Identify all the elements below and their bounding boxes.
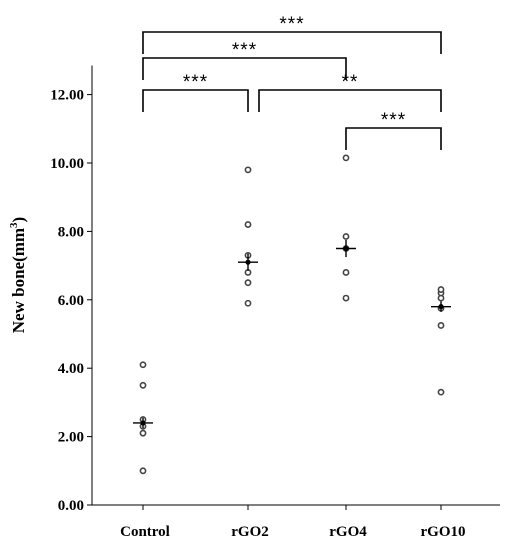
x-tick-label: Control — [120, 524, 170, 540]
y-tick-label: 12.00 — [50, 88, 84, 104]
significance-label: *** — [232, 40, 257, 61]
data-point — [244, 166, 252, 174]
y-tick-label: 0.00 — [58, 498, 84, 514]
axes: 0.00 2.00 4.00 6.00 8.00 10.00 12.00 Control rGO… — [50, 65, 500, 540]
mean-markers — [133, 239, 451, 429]
x-tick-label: rGO2 — [231, 524, 269, 540]
significance-bracket — [142, 31, 442, 54]
y-tick-label: 10.00 — [50, 156, 84, 172]
data-point — [244, 299, 252, 307]
significance-bracket — [345, 127, 442, 150]
mean-marker — [245, 259, 251, 265]
significance-bracket — [142, 89, 249, 112]
data-point — [342, 294, 350, 302]
data-point — [342, 233, 350, 240]
data-point — [139, 467, 147, 475]
significance-bracket — [142, 57, 347, 80]
data-point — [342, 269, 350, 276]
data-point — [244, 279, 252, 287]
mean-marker — [438, 304, 444, 310]
y-tick-label: 2.00 — [58, 430, 84, 446]
data-point — [437, 388, 445, 396]
data-point — [139, 429, 147, 437]
y-tick-label: 4.00 — [58, 361, 84, 377]
data-point — [437, 286, 445, 293]
significance-brackets: ********* ***** — [142, 14, 442, 150]
y-axis-label: New bone(mm3) — [8, 217, 28, 333]
significance-label: *** — [279, 14, 304, 35]
data-point — [342, 154, 350, 162]
y-tick-label: 8.00 — [58, 224, 84, 240]
x-tick-label: rGO10 — [421, 524, 466, 540]
significance-label: *** — [381, 110, 406, 131]
data-point — [244, 221, 252, 228]
significance-label: ** — [342, 72, 359, 93]
y-tick-label: 6.00 — [58, 293, 84, 309]
significance-label: *** — [183, 72, 208, 93]
significance-bracket — [258, 89, 442, 112]
mean-marker — [343, 245, 349, 252]
x-tick-label: rGO4 — [329, 524, 367, 540]
data-point — [139, 381, 147, 389]
data-points — [139, 154, 445, 475]
data-point — [139, 361, 147, 369]
data-point — [437, 322, 445, 329]
mean-marker — [140, 420, 146, 426]
